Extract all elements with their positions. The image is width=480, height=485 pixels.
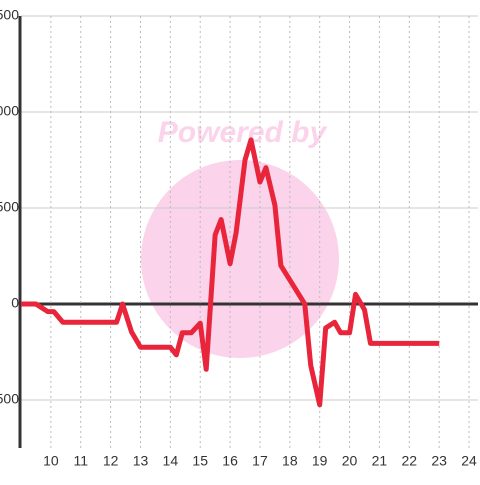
x-tick-label: 24: [461, 453, 477, 469]
data-line: [21, 137, 440, 408]
y-tick-label: -500: [0, 391, 19, 407]
watermark-text: Powered by: [158, 116, 328, 149]
x-tick-label: 18: [282, 453, 298, 469]
x-tick-label: 12: [103, 453, 119, 469]
x-tick-label: 22: [402, 453, 418, 469]
y-tick-label: 1,000: [0, 103, 19, 119]
x-tick-label: 14: [163, 453, 179, 469]
x-tick-label: 16: [222, 453, 238, 469]
watermark-logo: [141, 160, 339, 358]
x-tick-label: 19: [312, 453, 328, 469]
y-tick-label: 1,500: [0, 7, 19, 23]
y-tick-label: 500: [0, 199, 19, 215]
x-tick-label: 20: [342, 453, 358, 469]
x-tick-label: 15: [192, 453, 208, 469]
x-tick-label: 17: [252, 453, 268, 469]
x-tick-label: 11: [73, 453, 88, 469]
y-tick-label: 0: [11, 295, 19, 311]
x-tick-label: 21: [372, 453, 388, 469]
x-tick-label: 13: [133, 453, 149, 469]
x-tick-label: 10: [43, 453, 59, 469]
x-tick-label: 23: [431, 453, 447, 469]
